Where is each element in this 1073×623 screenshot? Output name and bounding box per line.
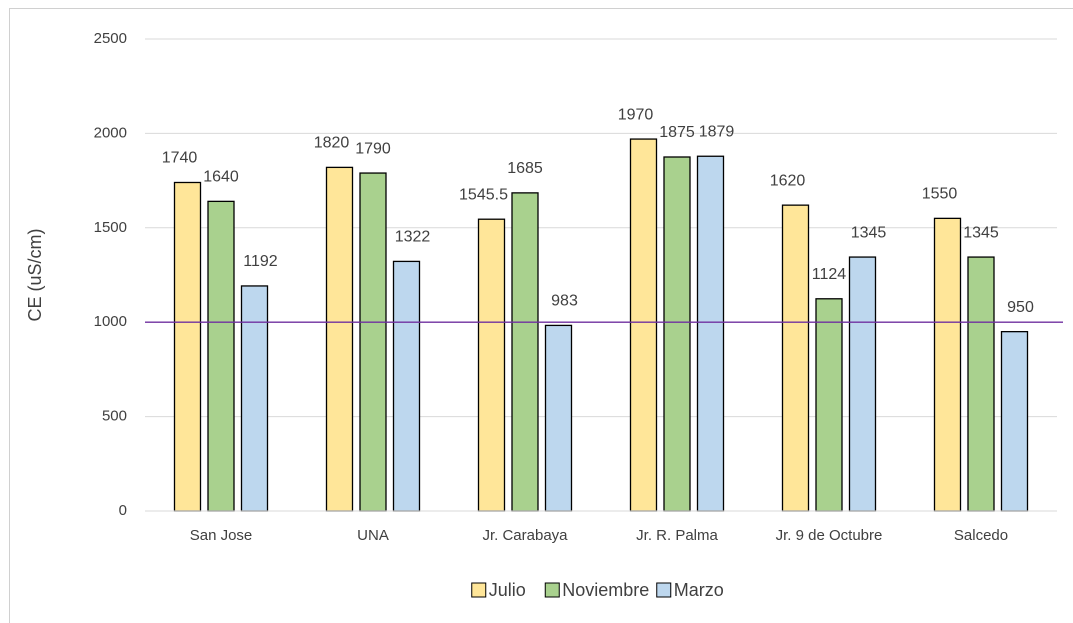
data-label: 1970 <box>618 106 654 123</box>
bar <box>848 256 877 512</box>
data-label: 1345 <box>963 224 999 241</box>
data-label: 1550 <box>922 186 958 203</box>
bar <box>240 285 269 512</box>
data-label: 983 <box>551 293 578 310</box>
x-tick-label: Jr. 9 de Octubre <box>776 527 883 544</box>
data-label: 950 <box>1007 299 1034 316</box>
bar <box>663 156 691 512</box>
x-tick-label: Salcedo <box>954 527 1008 544</box>
y-tick-label: 1500 <box>94 219 127 236</box>
legend-label: Marzo <box>674 580 724 600</box>
y-axis-label: CE (uS/cm) <box>25 228 45 321</box>
bar <box>781 204 810 512</box>
x-tick-label: Jr. R. Palma <box>636 527 718 544</box>
data-label: 1640 <box>203 169 239 186</box>
x-tick-label: Jr. Carabaya <box>482 527 568 544</box>
y-tick-label: 500 <box>102 408 127 425</box>
y-tick-label: 0 <box>119 502 127 519</box>
legend-label: Julio <box>489 580 526 600</box>
x-tick-label: UNA <box>357 527 389 544</box>
legend-swatch <box>544 582 560 598</box>
data-label: 1790 <box>355 140 391 157</box>
bar <box>477 218 506 512</box>
bar <box>325 166 354 512</box>
legend-swatch <box>656 582 672 598</box>
bar <box>359 172 387 512</box>
bar <box>1000 330 1029 512</box>
legend-swatch <box>471 582 487 598</box>
x-tick-label: San Jose <box>190 527 253 544</box>
chart-border <box>9 8 1073 623</box>
data-label: 1740 <box>162 150 198 167</box>
data-label: 1545.5 <box>459 186 508 203</box>
data-label: 1620 <box>770 172 806 189</box>
data-label: 1192 <box>243 253 278 270</box>
data-label: 1875 <box>659 124 695 141</box>
legend-label: Noviembre <box>562 580 649 600</box>
y-tick-label: 2500 <box>94 30 127 47</box>
data-label: 1879 <box>699 123 735 140</box>
bar <box>933 217 962 512</box>
data-label: 1685 <box>507 160 543 177</box>
bar <box>544 324 573 512</box>
y-tick-label: 1000 <box>94 313 127 330</box>
bar <box>967 256 995 512</box>
bar <box>629 138 658 512</box>
bar <box>511 192 539 512</box>
bar <box>207 200 235 512</box>
bar <box>696 155 725 512</box>
y-tick-label: 2000 <box>94 124 127 141</box>
data-label: 1820 <box>314 135 350 152</box>
bar <box>815 298 843 512</box>
bar <box>173 181 202 512</box>
bar <box>392 260 421 512</box>
data-label: 1345 <box>851 224 887 241</box>
data-label: 1124 <box>812 266 847 283</box>
data-label: 1322 <box>395 229 431 246</box>
